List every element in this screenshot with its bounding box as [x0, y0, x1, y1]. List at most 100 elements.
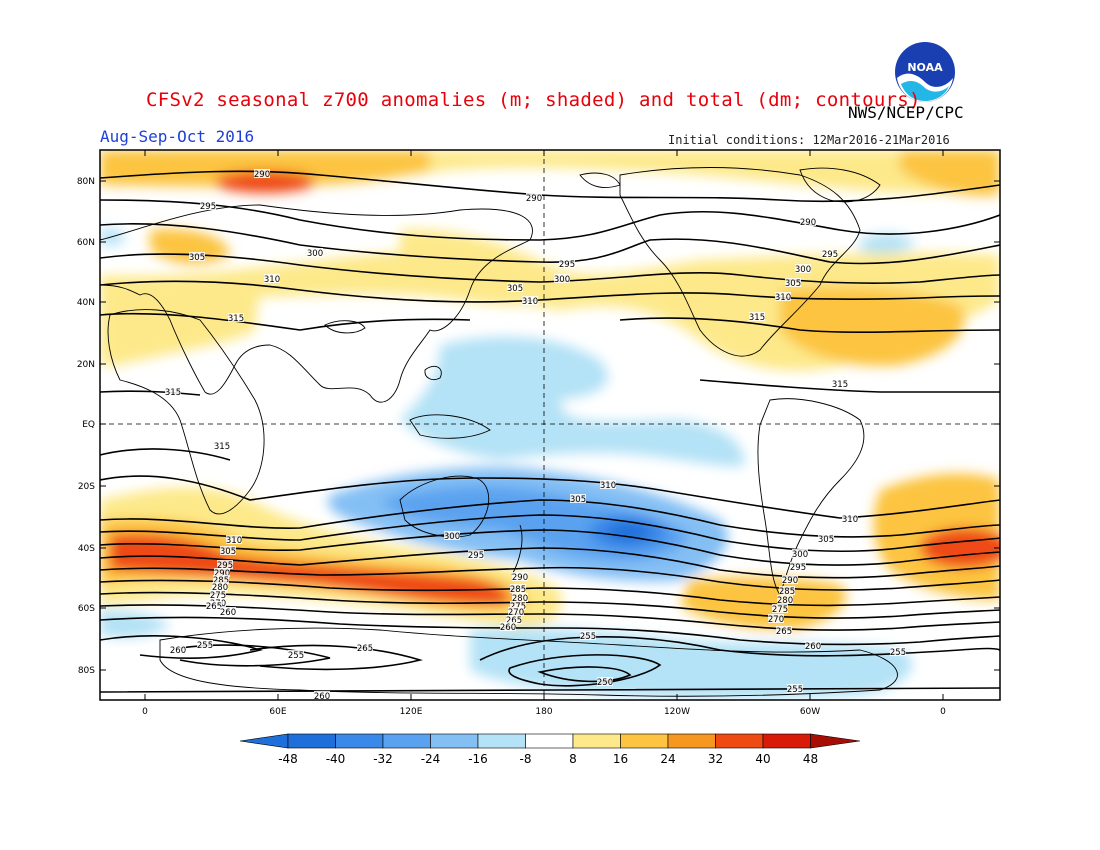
lat-tick-label: 80S	[78, 666, 95, 676]
lon-tick-label: 0	[940, 707, 946, 717]
contour-label: 310	[522, 297, 538, 307]
lon-tick-label: 60W	[800, 707, 820, 717]
colorbar-segment	[620, 733, 669, 749]
coastlines	[100, 167, 898, 697]
colorbar-label: 16	[613, 752, 628, 766]
lon-tick-label: 0	[142, 707, 148, 717]
colorbar-label: 24	[660, 752, 675, 766]
initial-conditions: Initial conditions: 12Mar2016-21Mar2016	[668, 133, 950, 147]
reference-lines	[100, 150, 1000, 700]
map-title: CFSv2 seasonal z700 anomalies (m; shaded…	[146, 89, 921, 111]
contour-label: 310	[842, 515, 858, 525]
contour-label: 280	[212, 583, 228, 593]
colorbar: -48 -40 -32 -24 -16 -8 8 16 24 32 40 48	[239, 733, 861, 766]
contour-label: 315	[228, 314, 244, 324]
colorbar-label: -8	[520, 752, 532, 766]
colorbar-label: 32	[708, 752, 723, 766]
contour-label: 255	[288, 651, 304, 661]
contour-label: 300	[795, 265, 811, 275]
colorbar-label: -32	[373, 752, 393, 766]
lon-tick-label: 120W	[664, 707, 690, 717]
contour-label: 250	[597, 678, 613, 688]
contour-label: 305	[189, 253, 205, 263]
contour-label: 265	[776, 627, 792, 637]
colorbar-label: -16	[468, 752, 488, 766]
contour-label: 305	[818, 535, 834, 545]
colorbar-segment	[525, 733, 574, 749]
contour-label: 300	[444, 532, 460, 542]
colorbar-label: 48	[803, 752, 818, 766]
lat-tick-label: EQ	[82, 420, 95, 430]
contour-label: 295	[468, 551, 484, 561]
contour-label: 265	[206, 602, 222, 612]
colorbar-segment	[762, 733, 811, 749]
contour-label: 300	[554, 275, 570, 285]
contour-label: 310	[600, 481, 616, 491]
lat-tick-label: 80N	[77, 177, 95, 187]
plot-frame	[99, 149, 1001, 701]
contour-label: 315	[214, 442, 230, 452]
contour-label: 310	[264, 275, 280, 285]
contour-label: 295	[217, 561, 233, 571]
contour-label: 290	[782, 576, 798, 586]
contour-label: 255	[787, 685, 803, 695]
lat-tick-label: 60N	[77, 238, 95, 248]
contour-label: 265	[506, 616, 522, 626]
contour-label: 275	[210, 591, 226, 601]
contour-label: 290	[800, 218, 816, 228]
contour-label: 285	[510, 585, 526, 595]
contour-label: 315	[165, 388, 181, 398]
colorbar-segment	[335, 733, 384, 749]
lat-tick-label: 40N	[77, 298, 95, 308]
axis-ticks: 80N 60N 40N 20N EQ 20S 40S 60S 80S 0 60E 120E 180 120…	[77, 150, 1000, 717]
colorbar-segment	[430, 733, 479, 749]
contour-labels: 290 295 305 300 310 315 290 295 300 305 310 315 290 2…	[165, 169, 906, 702]
contour-label: 315	[749, 313, 765, 323]
contour-label: 310	[775, 293, 791, 303]
forecast-period: Aug-Sep-Oct 2016	[100, 127, 255, 146]
colorbar-segment	[382, 733, 431, 749]
contour-label: 260	[170, 646, 186, 656]
contour-label: 280	[777, 596, 793, 606]
colorbar-segment	[572, 733, 621, 749]
contour-label: 295	[822, 250, 838, 260]
contour-label: 300	[792, 550, 808, 560]
contour-label: 285	[213, 576, 229, 586]
contour-label: 260	[500, 623, 516, 633]
contour-label: 255	[580, 632, 596, 642]
contour-label: 255	[890, 648, 906, 658]
contour-label: 300	[307, 249, 323, 259]
lon-tick-label: 180	[535, 707, 552, 717]
colorbar-segment	[715, 733, 764, 749]
colorbar-label: -40	[326, 752, 346, 766]
contour-label: 295	[790, 563, 806, 573]
contour-label: 275	[772, 605, 788, 615]
lon-tick-label: 120E	[400, 707, 423, 717]
colorbar-label: 40	[755, 752, 770, 766]
contour-label: 295	[559, 260, 575, 270]
colorbar-label: -24	[421, 752, 441, 766]
contour-label: 290	[254, 170, 270, 180]
contour-label: 260	[220, 608, 236, 618]
lat-tick-label: 40S	[78, 544, 95, 554]
contour-label: 310	[226, 536, 242, 546]
contour-label: 270	[508, 608, 524, 618]
colorbar-arrow-left	[239, 733, 289, 749]
colorbar-segment	[477, 733, 526, 749]
colorbar-label: -48	[278, 752, 298, 766]
contour-label: 260	[314, 692, 330, 702]
contour-label: 270	[768, 615, 784, 625]
lat-tick-label: 20S	[78, 482, 95, 492]
colorbar-segment	[287, 733, 336, 749]
colorbar-arrow-right	[810, 733, 861, 749]
contour-label: 305	[570, 495, 586, 505]
lat-tick-label: 20N	[77, 360, 95, 370]
contour-label: 265	[357, 644, 373, 654]
contour-label: 255	[197, 641, 213, 651]
contour-label: 305	[785, 279, 801, 289]
colorbar-segment	[667, 733, 716, 749]
logo-text: NOAA	[907, 61, 943, 74]
contour-label: 280	[512, 594, 528, 604]
contour-label: 260	[805, 642, 821, 652]
